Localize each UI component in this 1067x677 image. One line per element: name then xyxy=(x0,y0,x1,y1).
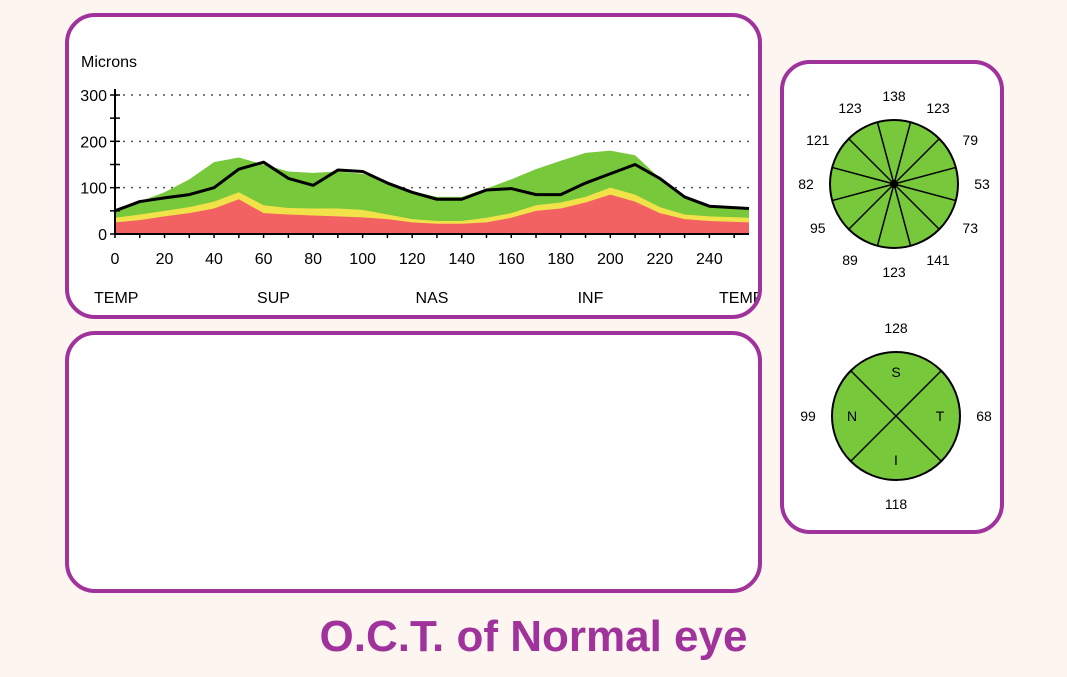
x-tick-label: 60 xyxy=(255,251,273,268)
clock-sector-divider xyxy=(893,183,940,230)
clock-sector-divider xyxy=(893,183,912,247)
y-tick-label: 100 xyxy=(80,181,107,198)
quadrant-divider xyxy=(895,415,942,462)
x-tick-label: 160 xyxy=(498,251,525,268)
region-label: TEMP xyxy=(94,290,138,307)
quadrant-letter: T xyxy=(936,408,945,424)
x-tick-label: 140 xyxy=(448,251,475,268)
y-axis-label: Microns xyxy=(81,54,137,71)
quadrant-value: 99 xyxy=(800,408,816,424)
x-tick-label: 40 xyxy=(205,251,223,268)
x-tick-label: 200 xyxy=(597,251,624,268)
empty-panel xyxy=(65,331,762,593)
quadrant-chart: S T I N 128 68 118 99 xyxy=(800,320,992,512)
x-tick-label: 240 xyxy=(696,251,723,268)
red-band-area xyxy=(115,194,749,234)
x-tick-label: 120 xyxy=(399,251,426,268)
clock-sector-divider xyxy=(893,138,940,185)
quadrant-divider xyxy=(850,370,897,417)
region-label: TEMP xyxy=(719,290,762,307)
x-tick-label: 180 xyxy=(547,251,574,268)
page-caption: O.C.T. of Normal eye xyxy=(319,612,748,661)
x-tick-label: 80 xyxy=(304,251,322,268)
clock-hour-value: 95 xyxy=(810,220,826,236)
region-label: SUP xyxy=(257,290,290,307)
clock-hour-value: 79 xyxy=(962,132,978,148)
clock-sector-divider xyxy=(876,121,895,185)
tsnit-chart-panel: Microns 0 100 200 300 0 20 40 60 80 100 120 140 160 1… xyxy=(65,13,762,319)
clock-hour-chart: 138 123 79 53 73 141 123 89 95 82 121 123 xyxy=(798,88,990,280)
y-tick-label: 300 xyxy=(80,88,107,105)
quadrant-letter: N xyxy=(847,408,857,424)
thickness-series-line xyxy=(114,160,750,213)
thickness-maps-panel: 138 123 79 53 73 141 123 89 95 82 121 123 S T I N 128 68… xyxy=(780,60,1004,534)
tsnit-chart: Microns 0 100 200 300 0 20 40 60 80 100 120 140 160 1… xyxy=(80,54,762,307)
clock-hour-value: 89 xyxy=(842,252,858,268)
clock-sector-divider xyxy=(831,183,895,202)
clock-hour-value: 123 xyxy=(838,100,862,116)
clock-center xyxy=(890,180,898,188)
region-label: INF xyxy=(578,290,604,307)
clock-hour-value: 123 xyxy=(882,264,906,280)
region-label: NAS xyxy=(416,290,449,307)
y-tick-label: 200 xyxy=(80,134,107,151)
y-tick-label: 0 xyxy=(98,227,107,244)
quadrant-divider xyxy=(895,370,942,417)
clock-hour-value: 141 xyxy=(926,252,950,268)
clock-sector-divider xyxy=(893,183,957,202)
quadrant-value: 118 xyxy=(885,496,908,512)
quadrant-letter: S xyxy=(891,364,900,380)
quadrant-letter: I xyxy=(894,452,898,468)
x-tick-label: 100 xyxy=(349,251,376,268)
clock-hour-value: 121 xyxy=(806,132,830,148)
clock-sector-divider xyxy=(876,183,895,247)
clock-hour-value: 138 xyxy=(882,88,906,104)
quadrant-divider xyxy=(850,415,897,462)
quadrant-value: 68 xyxy=(976,408,992,424)
clock-sector-divider xyxy=(893,121,912,185)
clock-sector-divider xyxy=(848,138,895,185)
x-tick-label: 220 xyxy=(646,251,673,268)
clock-sector-divider xyxy=(893,166,957,185)
x-tick-label: 0 xyxy=(111,251,120,268)
clock-hour-value: 123 xyxy=(926,100,950,116)
clock-hour-value: 73 xyxy=(962,220,978,236)
x-tick-label: 20 xyxy=(156,251,174,268)
clock-hour-value: 53 xyxy=(974,176,990,192)
clock-sector-divider xyxy=(831,166,895,185)
clock-hour-value: 82 xyxy=(798,176,814,192)
clock-sector-divider xyxy=(848,183,895,230)
quadrant-value: 128 xyxy=(884,320,908,336)
